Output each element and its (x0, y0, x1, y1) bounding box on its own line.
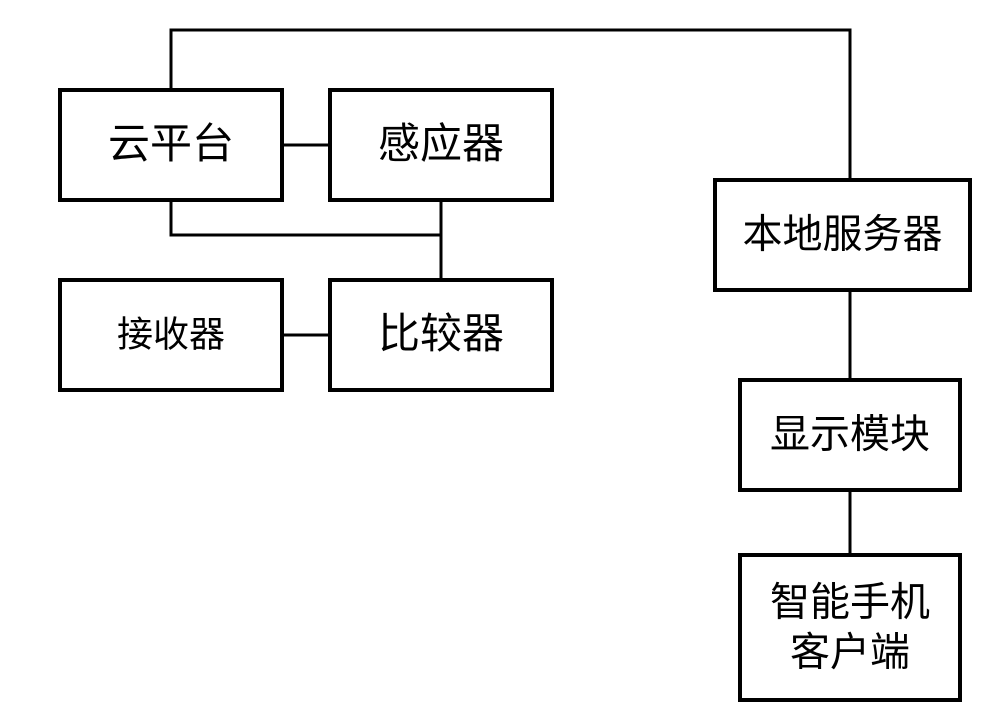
node-phone-box (740, 555, 960, 700)
node-cloud: 云平台 (60, 90, 282, 200)
node-display: 显示模块 (740, 380, 960, 490)
edge-2 (171, 200, 441, 280)
node-receiver-label: 接收器 (117, 314, 225, 355)
node-comparator-label: 比较器 (378, 310, 504, 357)
edges-layer (171, 30, 850, 555)
node-cloud-label: 云平台 (108, 120, 234, 167)
flowchart-diagram: 云平台 感应器接收器 比较器 本地服务器显示模块智能手机客户端 (0, 0, 1000, 714)
edge-0 (171, 30, 850, 180)
node-sensor: 感应器 (330, 90, 552, 200)
node-phone-label: 智能手机客户端 (770, 580, 930, 674)
node-receiver: 接收器 (60, 280, 282, 390)
node-server-label: 本地服务器 (743, 213, 943, 257)
node-display-label: 显示模块 (770, 413, 930, 457)
node-phone: 智能手机客户端 (740, 555, 960, 700)
node-comparator: 比较器 (330, 280, 552, 390)
node-sensor-label: 感应器 (378, 120, 504, 167)
nodes-layer: 云平台 感应器接收器 比较器 本地服务器显示模块智能手机客户端 (60, 90, 970, 700)
node-server: 本地服务器 (715, 180, 970, 290)
